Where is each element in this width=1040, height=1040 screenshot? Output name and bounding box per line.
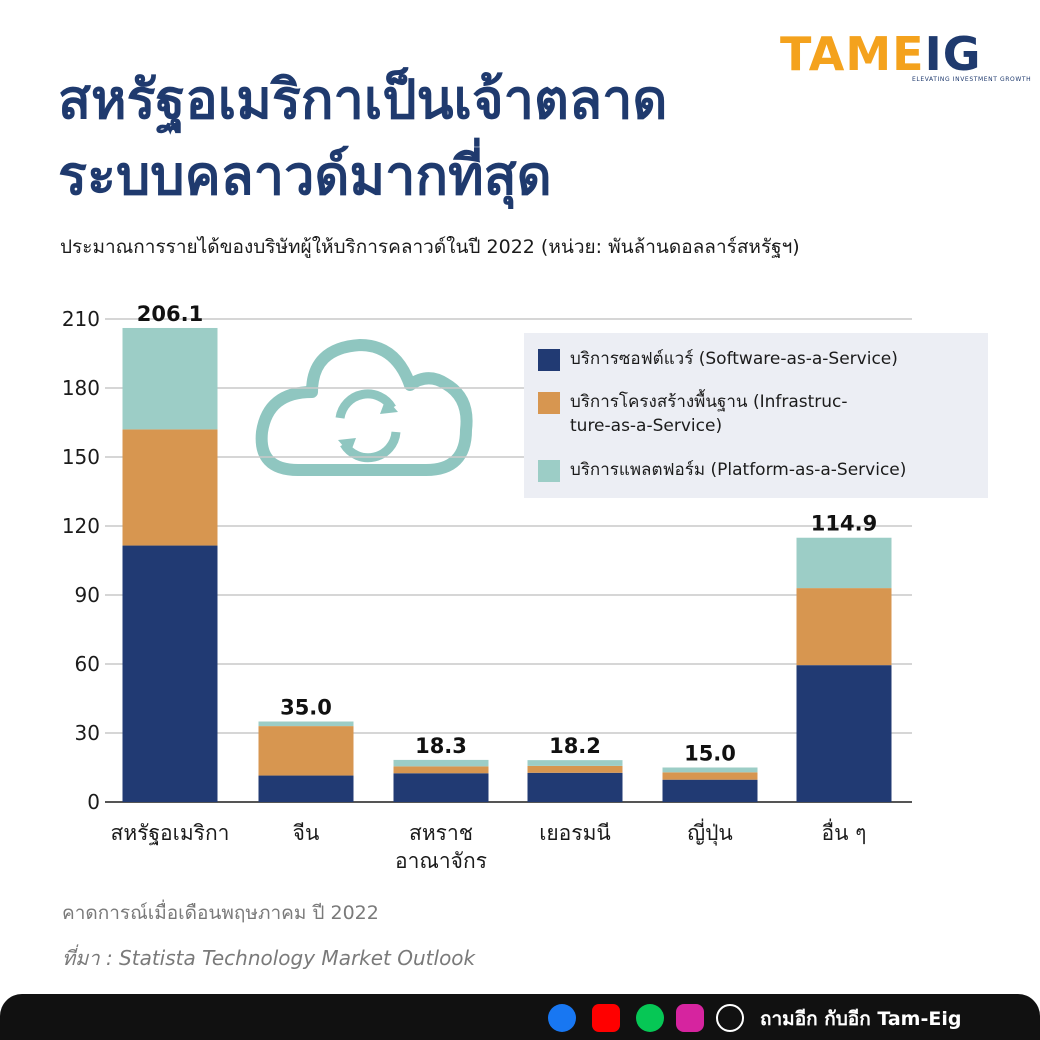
bar-segment-0-0 xyxy=(122,545,218,802)
x-tick-label: อาณาจักร xyxy=(395,849,487,873)
y-tick-label: 0 xyxy=(87,790,100,814)
footer-channel-name: ถามอีก กับอีก Tam-Eig xyxy=(760,1008,962,1030)
y-tick-label: 90 xyxy=(75,583,100,607)
x-tick-label: เยอรมนี xyxy=(539,821,611,845)
x-tick-label: ญี่ปุ่น xyxy=(687,818,733,846)
logo-text-a: TAME xyxy=(780,27,925,81)
brand-logo: TAMEIG ELEVATING INVESTMENT GROWTH xyxy=(780,27,1031,88)
chart-subtitle: ประมาณการรายได้ของบริษัทผู้ให้บริการคลาว… xyxy=(60,236,800,258)
bar-segment-0-2 xyxy=(393,773,489,802)
tiktok-icon[interactable] xyxy=(716,1004,744,1032)
x-tick-label: สหรัฐอเมริกา xyxy=(111,821,230,845)
bar-segment-1-4 xyxy=(662,772,758,780)
logo-text-b: IG xyxy=(924,27,982,81)
bar-total-label: 18.3 xyxy=(415,734,467,758)
bar-segment-1-2 xyxy=(393,766,489,774)
bar-total-label: 18.2 xyxy=(549,734,601,758)
y-tick-label: 180 xyxy=(62,376,100,400)
legend-swatch-paas xyxy=(538,460,560,482)
bar-segment-2-2 xyxy=(393,759,489,767)
bar-segment-0-3 xyxy=(527,772,623,802)
y-tick-label: 210 xyxy=(62,307,100,331)
legend-item-paas: บริการแพลตฟอร์ม (Platform-as-a-Service) xyxy=(538,458,980,482)
y-tick-label: 150 xyxy=(62,445,100,469)
logo-tagline: ELEVATING INVESTMENT GROWTH xyxy=(912,76,1032,83)
chart-legend: บริการซอฟต์แวร์ (Software-as-a-Service) … xyxy=(524,333,988,498)
legend-label-paas: บริการแพลตฟอร์ม (Platform-as-a-Service) xyxy=(570,460,907,480)
title-line-1: สหรัฐอเมริกาเป็นเจ้าตลาด xyxy=(58,68,668,131)
title-line-2: ระบบคลาวด์มากที่สุด xyxy=(58,144,552,207)
legend-label-iaas-2: ture-as-a-Service) xyxy=(570,416,723,436)
bar-segment-1-3 xyxy=(527,765,623,773)
facebook-icon[interactable] xyxy=(548,1004,576,1032)
bar-segment-1-1 xyxy=(258,726,354,776)
line-icon[interactable] xyxy=(636,1004,664,1032)
bar-segment-2-1 xyxy=(258,721,354,727)
y-tick-label: 120 xyxy=(62,514,100,538)
youtube-icon[interactable] xyxy=(592,1004,620,1032)
legend-label-saas: บริการซอฟต์แวร์ (Software-as-a-Service) xyxy=(570,349,898,369)
y-tick-label: 30 xyxy=(75,721,100,745)
bar-segment-0-5 xyxy=(796,665,892,802)
stacked-bar-chart: 0 30 60 90 120 150 180 210 206.1 สหรัฐอเมริกา 35.0… xyxy=(62,302,912,873)
cloud-sync-icon xyxy=(255,339,473,476)
bar-segment-0-1 xyxy=(258,775,354,802)
legend-label-iaas-1: บริการโครงสร้างพื้นฐาน (Infrastruc- xyxy=(570,392,848,412)
bar-total-label: 206.1 xyxy=(137,302,203,326)
instagram-icon[interactable] xyxy=(676,1004,704,1032)
legend-item-saas: บริการซอฟต์แวร์ (Software-as-a-Service) xyxy=(538,347,980,371)
source-note: ที่มา : Statista Technology Market Outlo… xyxy=(62,946,476,970)
x-tick-label: อื่น ๆ xyxy=(822,818,867,845)
bar-segment-0-4 xyxy=(662,779,758,802)
legend-item-iaas: บริการโครงสร้างพื้นฐาน (Infrastruc- ture… xyxy=(538,390,980,438)
bar-total-label: 35.0 xyxy=(280,696,332,720)
forecast-note: คาดการณ์เมื่อเดือนพฤษภาคม ปี 2022 xyxy=(62,902,379,924)
bar-segment-2-3 xyxy=(527,760,623,766)
bar-total-label: 114.9 xyxy=(811,512,877,536)
bar-segment-2-4 xyxy=(662,767,758,773)
bar-segment-2-5 xyxy=(796,537,892,589)
legend-swatch-saas xyxy=(538,349,560,371)
bar-total-label: 15.0 xyxy=(684,742,736,766)
bar-segment-1-5 xyxy=(796,588,892,666)
footer-bar: ถามอีก กับอีก Tam-Eig xyxy=(0,994,1040,1040)
legend-swatch-iaas xyxy=(538,392,560,414)
x-tick-label: จีน xyxy=(293,821,320,845)
bar-segment-2-0 xyxy=(122,327,218,430)
bar-segment-1-0 xyxy=(122,429,218,546)
x-tick-label: สหราช xyxy=(409,821,473,845)
page-title: สหรัฐอเมริกาเป็นเจ้าตลาด ระบบคลาวด์มากที… xyxy=(58,62,818,214)
y-tick-label: 60 xyxy=(75,652,100,676)
